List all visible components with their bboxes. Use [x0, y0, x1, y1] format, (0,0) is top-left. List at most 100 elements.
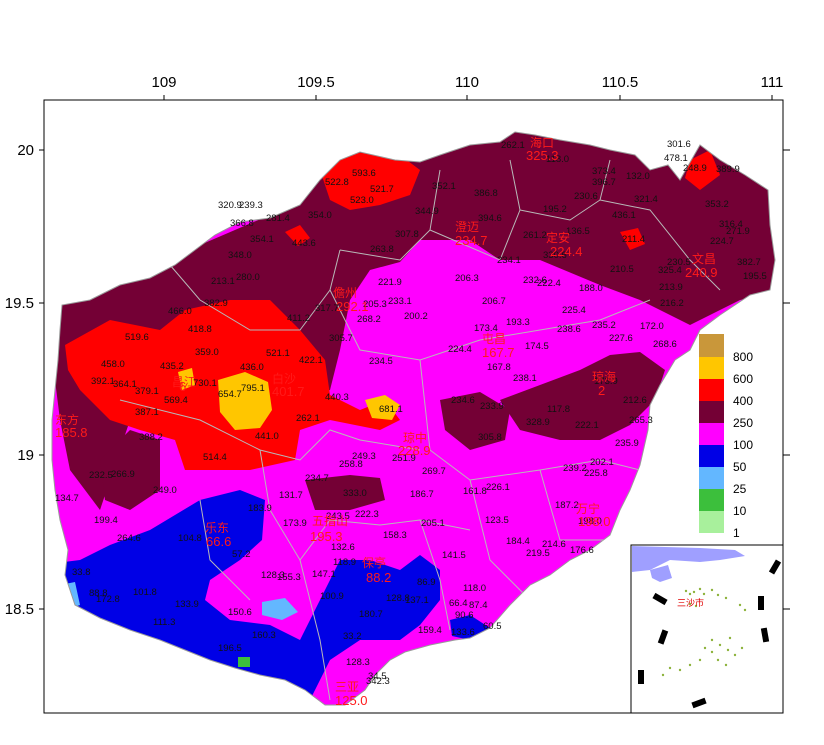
- station-value: 131.7: [279, 490, 303, 501]
- county-boundaries: [119, 159, 721, 701]
- city-labels: 儋州 292.1 白沙 401.7 东方 185.8 琼中 228.9 屯昌 1…: [55, 135, 718, 708]
- station-value: 681.1: [379, 404, 403, 415]
- station-value: 521.7: [370, 184, 394, 195]
- station-value: 268.6: [653, 339, 677, 350]
- city-value: 228.9: [398, 443, 431, 458]
- station-value: 239.2: [563, 463, 587, 474]
- y-tick-label: 20: [17, 142, 34, 159]
- city-name: 三亚: [335, 680, 359, 694]
- station-value: 214.6: [542, 539, 566, 550]
- station-value: 86.9: [417, 577, 436, 588]
- station-value: 268.2: [357, 314, 381, 325]
- station-value: 233.9: [480, 401, 504, 412]
- station-value: 262.1: [296, 413, 320, 424]
- city-value: 88.2: [366, 570, 391, 585]
- city-value: 234.7: [455, 233, 488, 248]
- station-value: 172.0: [640, 321, 664, 332]
- station-value: 440.3: [325, 392, 349, 403]
- station-value: 188.0: [579, 283, 603, 294]
- station-value: 269.7: [422, 466, 446, 477]
- legend: 800 600 400 250 100 50 25 10 1: [699, 334, 753, 540]
- station-value: 569.4: [164, 395, 188, 406]
- y-tick-label: 19.5: [5, 295, 34, 312]
- x-tick-label: 111: [761, 74, 784, 91]
- legend-swatch: [699, 445, 724, 467]
- station-value: 262.1: [501, 140, 525, 151]
- station-value: 128.3: [346, 657, 370, 668]
- station-value: 205.3: [363, 299, 387, 310]
- station-value: 521.1: [266, 348, 290, 359]
- station-value: 134.7: [55, 493, 79, 504]
- station-value: 180.7: [359, 609, 383, 620]
- map-frame: [43, 99, 784, 714]
- station-value: 174.5: [525, 341, 549, 352]
- station-value: 435.2: [160, 361, 184, 372]
- city-name: 乐东: [205, 521, 229, 535]
- legend-swatch: [699, 467, 724, 489]
- station-value: 392.1: [91, 376, 115, 387]
- station-value: 184.4: [506, 536, 530, 547]
- station-value: 230.5: [667, 257, 691, 268]
- station-value: 514.4: [203, 452, 227, 463]
- station-value: 173.4: [474, 323, 498, 334]
- station-value: 344.9: [415, 206, 439, 217]
- inset-islands-dots: [661, 587, 747, 677]
- station-value: 321.4: [634, 194, 658, 205]
- station-value: 352.1: [432, 181, 456, 192]
- station-value: 206.7: [482, 296, 506, 307]
- station-value: 307.8: [395, 229, 419, 240]
- station-value: 305.8: [478, 432, 502, 443]
- station-value: 213.9: [659, 282, 683, 293]
- city-name: 澄迈: [455, 219, 479, 234]
- legend-label: 250: [733, 416, 753, 430]
- zone-250-400-center: [440, 392, 510, 450]
- station-value: 132.6: [331, 542, 355, 553]
- station-value: 118.0: [546, 154, 569, 165]
- station-value: 202.1: [590, 457, 614, 468]
- station-value: 523.0: [350, 195, 374, 206]
- station-value: 280.0: [236, 272, 260, 283]
- city-value: 224.4: [550, 244, 583, 259]
- station-value: 239.3: [239, 200, 263, 211]
- station-value: 232.6: [523, 275, 547, 286]
- station-value: 227.6: [609, 333, 633, 344]
- zone-250-400-small: [305, 475, 385, 510]
- station-value: 159.4: [418, 625, 442, 636]
- station-value: 411.2: [287, 313, 310, 324]
- station-value: 436.0: [240, 362, 264, 373]
- station-value: 232.5: [89, 470, 113, 481]
- station-value: 266.9: [111, 469, 135, 480]
- city-value: 6: [179, 379, 186, 394]
- station-value: 100.9: [320, 591, 344, 602]
- legend-swatch: [699, 489, 724, 511]
- city-name: 昌江: [172, 375, 196, 389]
- station-value: 200.2: [404, 311, 428, 322]
- inset-map: 三沙市: [630, 544, 784, 714]
- station-values: 593.6 522.8 521.7 523.0 352.1 320.9 386.…: [55, 139, 767, 687]
- station-value: 348.0: [228, 250, 252, 261]
- city-value: 292.1: [336, 299, 369, 314]
- x-tick-label: 109.5: [297, 74, 335, 91]
- legend-swatch: [699, 357, 724, 379]
- legend-swatch: [699, 379, 724, 401]
- zone-250-400-southwest: [100, 430, 160, 510]
- station-value: 221.9: [378, 277, 402, 288]
- station-value: 281.4: [266, 213, 290, 224]
- station-value: 238.6: [557, 324, 581, 335]
- station-value: 210.5: [610, 264, 634, 275]
- station-value: 234.5: [369, 356, 393, 367]
- station-value: 196.5: [218, 643, 242, 654]
- station-value: 132.0: [626, 171, 650, 182]
- x-axis: 109 109.5 110 110.5 111: [151, 74, 783, 100]
- city-name: 保亭: [362, 555, 386, 570]
- station-value: 90.6: [455, 610, 474, 621]
- station-value: 305.7: [329, 333, 353, 344]
- station-value: 118.0: [463, 583, 486, 594]
- legend-label: 600: [733, 372, 753, 386]
- station-value: 320.9: [218, 200, 242, 211]
- station-value: 167.8: [487, 362, 511, 373]
- station-value: 173.9: [594, 376, 618, 387]
- station-value: 264.6: [117, 533, 141, 544]
- station-value: 234.7: [305, 473, 329, 484]
